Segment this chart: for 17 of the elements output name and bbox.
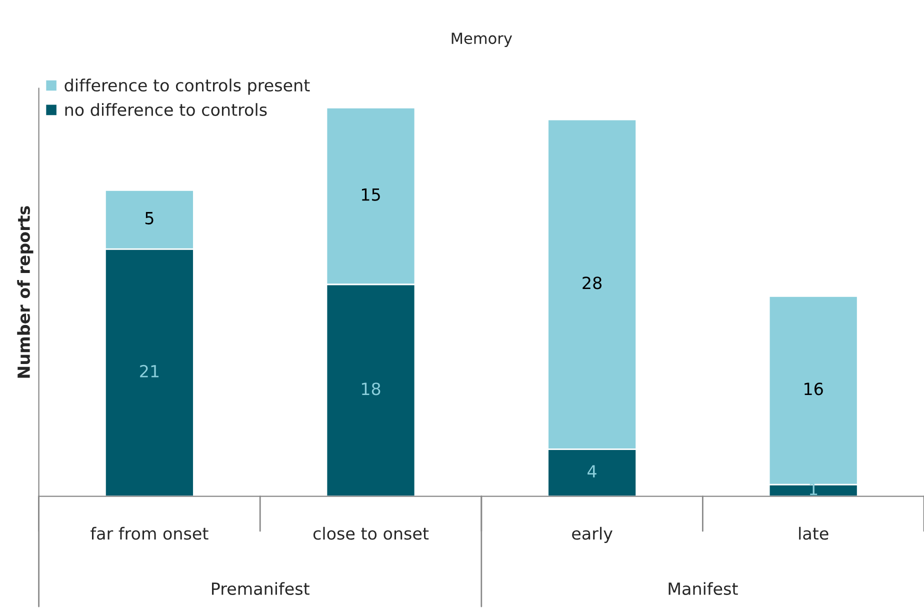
x-tick-label: close to onset [313, 526, 429, 540]
data-label: 5 [145, 212, 154, 224]
data-label: 21 [140, 364, 159, 378]
data-label: 4 [588, 465, 596, 478]
text: Manifest [668, 582, 738, 596]
data-label: 18 [362, 382, 380, 396]
chart-title: Memory [452, 32, 512, 48]
text: Premanifest [212, 582, 310, 596]
data-label: 16 [804, 382, 823, 396]
legend-label: difference to controls present [64, 78, 310, 95]
data-label: 15 [362, 188, 380, 201]
y-axis-title: Number of reports [17, 206, 34, 378]
x-tick-label: early [572, 526, 612, 544]
x-tick-label: late [799, 526, 828, 540]
data-label: 28 [582, 276, 602, 290]
legend-label: no difference to controls [65, 103, 267, 116]
x-tick-label: far from onset [90, 526, 208, 540]
